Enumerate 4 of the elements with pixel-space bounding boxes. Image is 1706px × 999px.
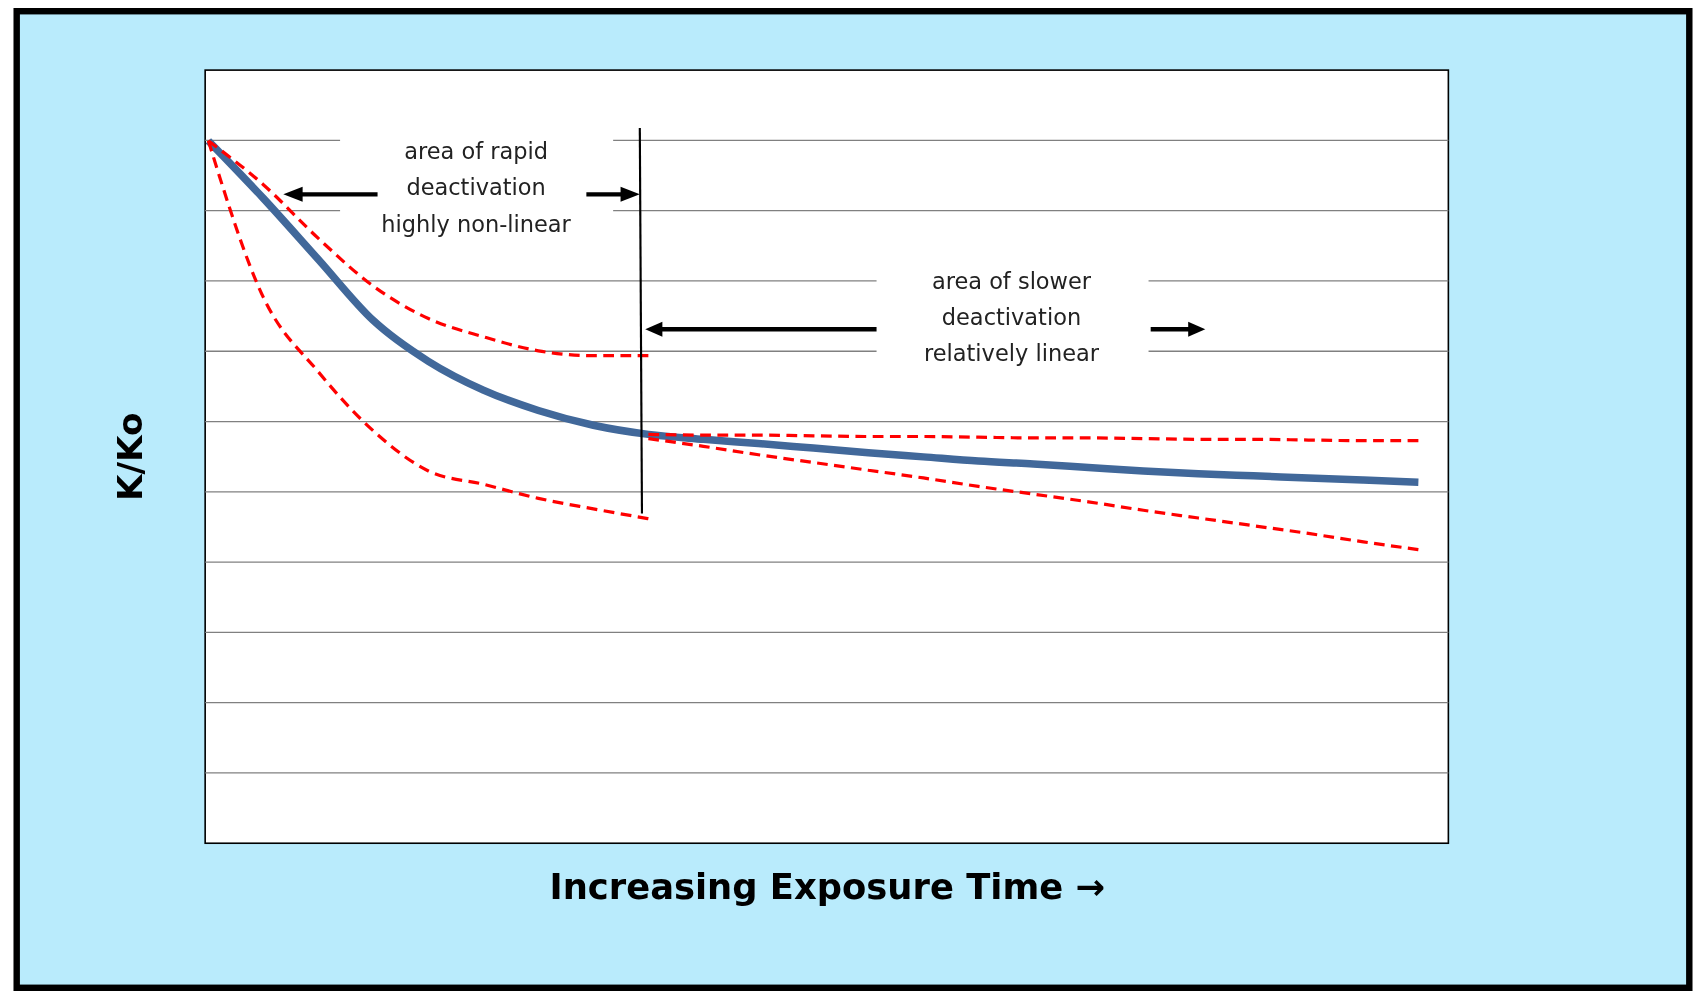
y-axis-title: K/Ko [109,412,150,501]
annotation: area of rapid deactivation highly non-linear [381,137,572,237]
x-axis-title: Increasing Exposure Time → [549,865,1106,907]
annotation: area of slower deactivation relatively linear [923,267,1100,367]
